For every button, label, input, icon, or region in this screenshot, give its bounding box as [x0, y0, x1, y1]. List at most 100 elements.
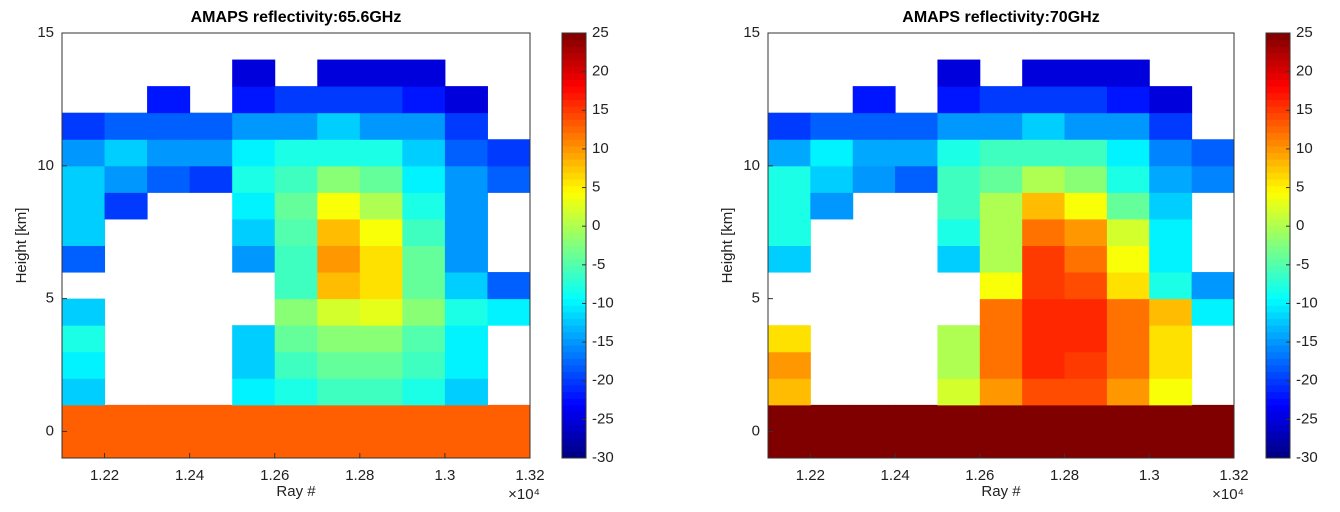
heatmap-cell: [62, 245, 106, 273]
colorbar-swatch: [562, 192, 586, 200]
colorbar-swatch: [1266, 338, 1290, 346]
heatmap-cell: [274, 404, 318, 432]
colorbar-tick-label: -25: [1296, 410, 1318, 427]
y-tick-label: 5: [46, 290, 54, 307]
heatmap-cell: [402, 431, 446, 459]
heatmap-cell: [104, 112, 148, 140]
heatmap-cell: [317, 245, 361, 273]
colorbar-swatch: [562, 152, 586, 160]
heatmap-cell: [1191, 272, 1235, 300]
heatmap-cell: [402, 351, 446, 379]
colorbar-swatch: [562, 172, 586, 180]
colorbar-swatch: [562, 232, 586, 240]
chart-title: AMAPS reflectivity:65.6GHz: [191, 9, 402, 26]
heatmap-cell: [232, 431, 276, 459]
colorbar-swatch: [1266, 86, 1290, 94]
colorbar-tick-label: 25: [1296, 24, 1313, 41]
x-tick-label: 1.24: [880, 467, 909, 484]
colorbar-tick-label: 15: [1296, 101, 1313, 118]
colorbar-swatch: [1266, 391, 1290, 399]
colorbar-swatch: [562, 258, 586, 266]
colorbar-swatch: [1266, 378, 1290, 386]
heatmap-cell: [274, 245, 318, 273]
heatmap-cell: [62, 139, 106, 167]
heatmap-cell: [1191, 139, 1235, 167]
heatmap-cell: [1064, 192, 1108, 220]
heatmap-cell: [359, 378, 403, 406]
heatmap-cell: [147, 112, 191, 140]
colorbar-swatch: [1266, 318, 1290, 326]
heatmap-cell: [444, 404, 488, 432]
colorbar-swatch: [562, 291, 586, 300]
colorbar-swatch: [1266, 145, 1290, 154]
heatmap-cell: [402, 112, 446, 140]
heatmap-cell: [359, 351, 403, 379]
colorbar-swatch: [1266, 39, 1290, 47]
heatmap-cell: [359, 59, 403, 87]
heatmap-cell: [444, 245, 488, 273]
colorbar-swatch: [562, 72, 586, 80]
heatmap-cell: [402, 59, 446, 87]
heatmap-cell: [359, 192, 403, 220]
heatmap-cell: [147, 404, 191, 432]
heatmap-cell: [1106, 112, 1150, 140]
heatmap-cell: [487, 272, 531, 300]
heatmap-cell: [444, 325, 488, 353]
heatmap-cell: [317, 112, 361, 140]
heatmap-cell: [852, 431, 896, 459]
heatmap-cell: [937, 165, 981, 193]
heatmap-cell: [1149, 325, 1193, 353]
heatmap-cell: [895, 431, 938, 459]
heatmap-cell: [232, 112, 276, 140]
heatmap-cell: [444, 431, 488, 459]
colorbar-tick-label: -25: [592, 410, 614, 427]
heatmap-cell: [62, 404, 106, 432]
colorbar-swatch: [1266, 358, 1290, 366]
colorbar-swatch: [1266, 345, 1290, 353]
heatmap-cell: [232, 404, 276, 432]
colorbar-swatch: [1266, 92, 1290, 100]
heatmap-cell: [810, 139, 854, 167]
colorbar-swatch: [1266, 325, 1290, 333]
y-axis-label: Height [km]: [13, 208, 30, 284]
heatmap-cell: [444, 112, 488, 140]
colorbar-swatch: [562, 424, 586, 432]
x-multiplier: ×10⁴: [508, 486, 540, 503]
colorbar-swatch: [1266, 245, 1290, 253]
heatmap-cell: [979, 86, 1023, 114]
colorbar-box: [561, 32, 587, 459]
colorbar-swatch: [562, 451, 586, 459]
colorbar-swatch: [1266, 199, 1290, 207]
heatmap-cell: [810, 192, 854, 220]
heatmap-cell: [402, 378, 446, 406]
heatmap-cell: [768, 218, 811, 246]
heatmap-cell: [1149, 404, 1193, 432]
heatmap-cell: [274, 431, 318, 459]
heatmap-cell: [359, 325, 403, 353]
colorbar-tick-label: 0: [592, 217, 600, 234]
heatmap-cell: [1022, 86, 1066, 114]
colorbar-swatch: [1266, 172, 1290, 180]
heatmap-cell: [487, 165, 531, 193]
x-tick-label: 1.32: [1219, 467, 1248, 484]
colorbar-swatch: [562, 365, 586, 373]
heatmap-cell: [768, 139, 811, 167]
heatmap-cell: [768, 192, 811, 220]
heatmap-cell: [317, 351, 361, 379]
heatmap-cell: [1149, 378, 1193, 406]
colorbar-swatch: [1266, 278, 1290, 286]
heatmap-cell: [402, 192, 446, 220]
heatmap-cell: [1064, 351, 1108, 379]
heatmap-cell: [1191, 404, 1235, 432]
heatmap-cell: [852, 112, 896, 140]
colorbar-swatch: [562, 371, 586, 379]
heatmap-cell: [979, 139, 1023, 167]
heatmap-cell: [979, 351, 1023, 379]
heatmap-cell: [768, 404, 811, 432]
colorbar-swatch: [1266, 112, 1290, 120]
colorbar-swatch: [1266, 398, 1290, 406]
colorbar-swatch: [1266, 418, 1290, 426]
colorbar-swatch: [562, 444, 586, 452]
colorbar-swatch: [562, 125, 586, 134]
